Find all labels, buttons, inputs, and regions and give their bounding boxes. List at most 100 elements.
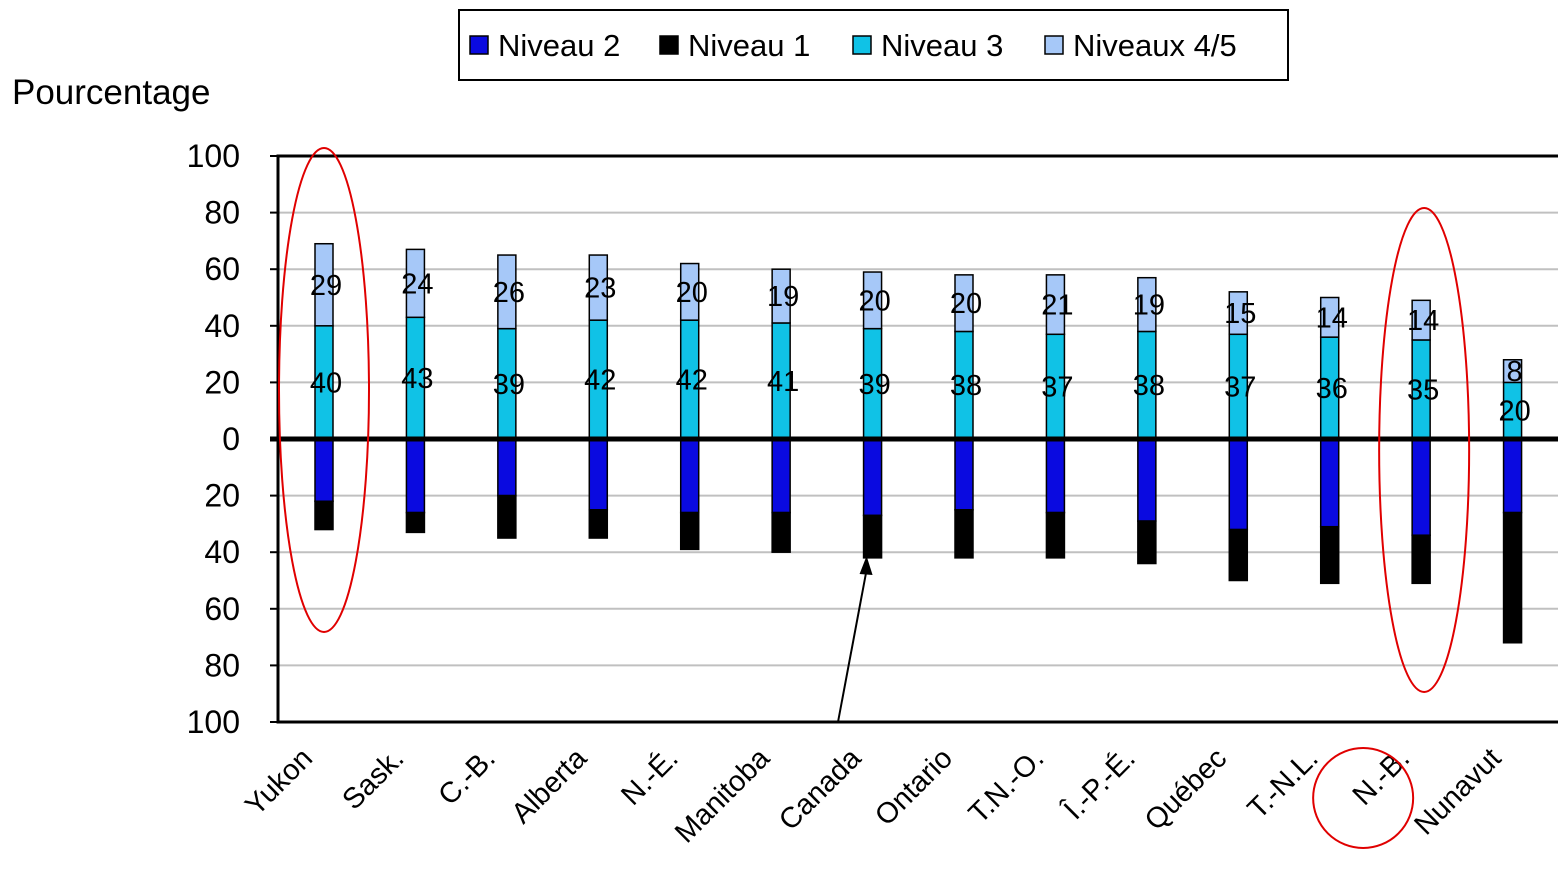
data-label: 19 [1133, 290, 1165, 322]
bar-segment [1045, 274, 1066, 336]
bar-segment [1137, 438, 1157, 522]
bar-segment [314, 500, 334, 531]
bar-segment [405, 438, 426, 514]
data-label: 39 [858, 369, 890, 401]
legend-label: Niveau 2 [498, 28, 620, 63]
category-label: Sask. [336, 742, 410, 816]
annotations [278, 147, 1471, 849]
bar-segment [954, 509, 974, 559]
y-tick-label: 20 [204, 478, 240, 514]
y-tick-label: 20 [204, 364, 240, 400]
data-label: 15 [1224, 298, 1256, 330]
bar-segment [497, 438, 517, 497]
bar-segment [1319, 525, 1340, 585]
data-label: 29 [310, 270, 342, 302]
bar-segment [1411, 438, 1431, 536]
arrow-line [837, 569, 868, 723]
legend-label: Niveau 3 [881, 28, 1003, 63]
category-label: Î.-P.-É. [1057, 742, 1142, 827]
bar-segment [314, 242, 334, 327]
bar-segment [679, 511, 700, 551]
y-tick-label: 100 [187, 138, 240, 174]
bar-segment [679, 262, 700, 321]
bar-segment [497, 494, 517, 539]
bar-segment [1319, 296, 1340, 338]
y-tick-label: 60 [204, 251, 240, 287]
bar-segment [954, 438, 974, 511]
category-labels: Yukon Sask. C.-B. Alberta N.-É.ManitobaCanad… [239, 742, 1507, 850]
data-label: 20 [676, 277, 708, 309]
y-tick-label: 0 [222, 421, 240, 457]
data-label: 21 [1041, 290, 1073, 322]
bar-segment [1045, 438, 1066, 514]
data-label: 19 [767, 281, 799, 313]
legend-label: Niveau 1 [688, 28, 810, 63]
bar-segment [1502, 511, 1523, 644]
legend-box [458, 9, 1289, 81]
bar-segment [771, 511, 791, 553]
y-tick-labels: 100 80 60 40 20 0 20 40 60 80 100 [187, 138, 240, 740]
legend: Niveau 2 Niveau 1 Niveau 3 Niveaux 4/5 [458, 9, 1289, 81]
bar-segment [771, 268, 791, 324]
highlight-ellipse [1378, 207, 1471, 693]
bar-segment [405, 511, 426, 534]
data-label: 14 [1316, 302, 1348, 334]
y-axis-label: Pourcentage [12, 73, 210, 112]
bar-segment [588, 509, 609, 539]
bar-segment [588, 438, 609, 511]
data-labels: 40 29 43 24 39 26 42 23 42 20 41 19 39 20 38 20 37 21 38 19… [310, 268, 1531, 427]
data-label: 39 [493, 369, 525, 401]
category-label: Ontario [869, 742, 959, 832]
legend-label: Niveaux 4/5 [1073, 28, 1237, 63]
category-label: N.-É. [615, 742, 685, 812]
y-tick-label: 100 [187, 704, 240, 740]
data-label: 20 [950, 288, 982, 320]
arrow-head [859, 556, 873, 575]
data-label: 37 [1041, 372, 1073, 404]
bar-segment [588, 254, 609, 321]
y-tick-label: 40 [204, 534, 240, 570]
category-label: Canada [773, 742, 868, 837]
bar-segment [862, 438, 883, 517]
data-label: 20 [858, 285, 890, 317]
data-label: 43 [401, 363, 433, 395]
bar-segment [679, 438, 700, 514]
bar-segment [314, 438, 334, 503]
bar-segment [954, 274, 974, 333]
data-label: 38 [1133, 370, 1165, 402]
data-label: 35 [1407, 374, 1439, 406]
bar-segment [1045, 511, 1066, 559]
y-tick-label: 80 [204, 195, 240, 231]
data-label: 42 [584, 365, 616, 397]
grid-lines [278, 211, 1558, 667]
bar-segment [497, 254, 517, 330]
data-label: 41 [767, 366, 799, 398]
data-label: 36 [1316, 373, 1348, 405]
data-label: 26 [493, 277, 525, 309]
data-label: 38 [950, 370, 982, 402]
bar-segment [771, 438, 791, 514]
data-label: 23 [584, 273, 616, 305]
category-label: Nunavut [1409, 742, 1508, 841]
y-tick-label: 60 [204, 591, 240, 627]
bar-segment [1137, 276, 1157, 333]
axes [270, 154, 1558, 724]
bar-segment [1137, 520, 1157, 565]
bar-segment [1502, 438, 1523, 514]
data-label: 20 [1498, 396, 1530, 428]
legend-swatch [852, 35, 872, 55]
y-tick-label: 40 [204, 308, 240, 344]
bar-segment [1411, 534, 1431, 585]
data-label: 42 [676, 365, 708, 397]
bar-segment [1502, 359, 1523, 384]
bar-segment [1228, 528, 1249, 582]
bar-segment [1319, 438, 1340, 528]
legend-swatch [659, 35, 679, 55]
bar-segment [1228, 291, 1249, 336]
legend-swatch [469, 35, 489, 55]
bar-segment [405, 248, 426, 319]
bar-segment [862, 271, 883, 330]
data-label: 37 [1224, 372, 1256, 404]
category-label: T.-N.L. [1242, 742, 1325, 825]
